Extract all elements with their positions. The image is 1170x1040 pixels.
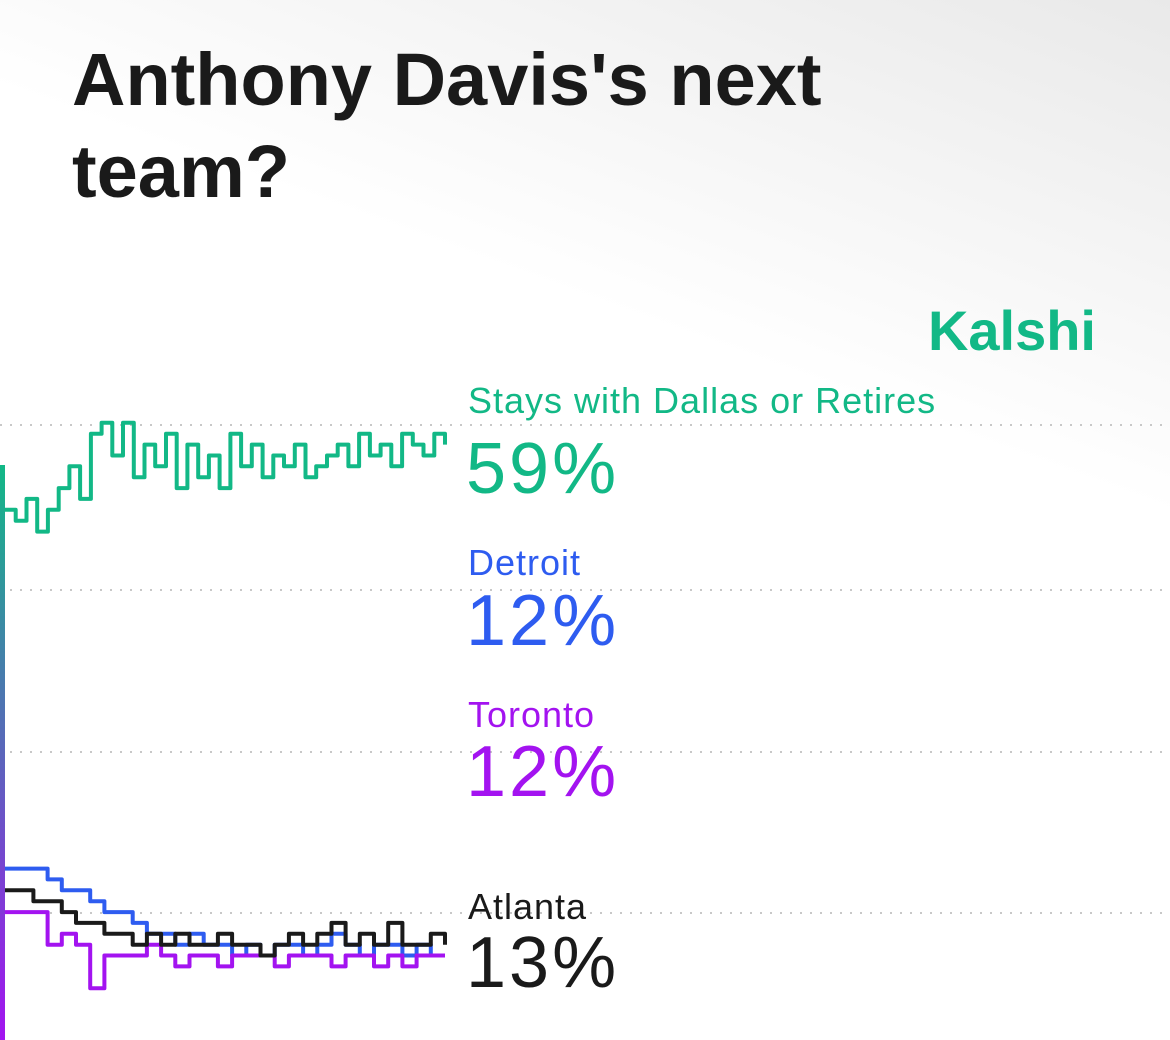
- series-line: [5, 888, 447, 958]
- brand-logo: Kalshi: [928, 299, 1096, 362]
- legend-label: Toronto: [468, 694, 595, 735]
- value-label: 12%: [466, 732, 619, 812]
- value-label: 13%: [466, 923, 619, 1003]
- series-line: [5, 910, 445, 991]
- legend-label: Stays with Dallas or Retires: [468, 380, 936, 421]
- title-line: team?: [72, 130, 290, 213]
- series-line: [5, 420, 447, 534]
- value-label: 59%: [466, 429, 619, 509]
- title-line: Anthony Davis's next: [72, 38, 822, 121]
- legend-label: Atlanta: [468, 886, 587, 927]
- value-label: 12%: [466, 581, 619, 661]
- side-strip: [0, 465, 5, 1040]
- chart-title: Anthony Davis's next team?: [72, 38, 842, 213]
- legend-label: Detroit: [468, 542, 581, 583]
